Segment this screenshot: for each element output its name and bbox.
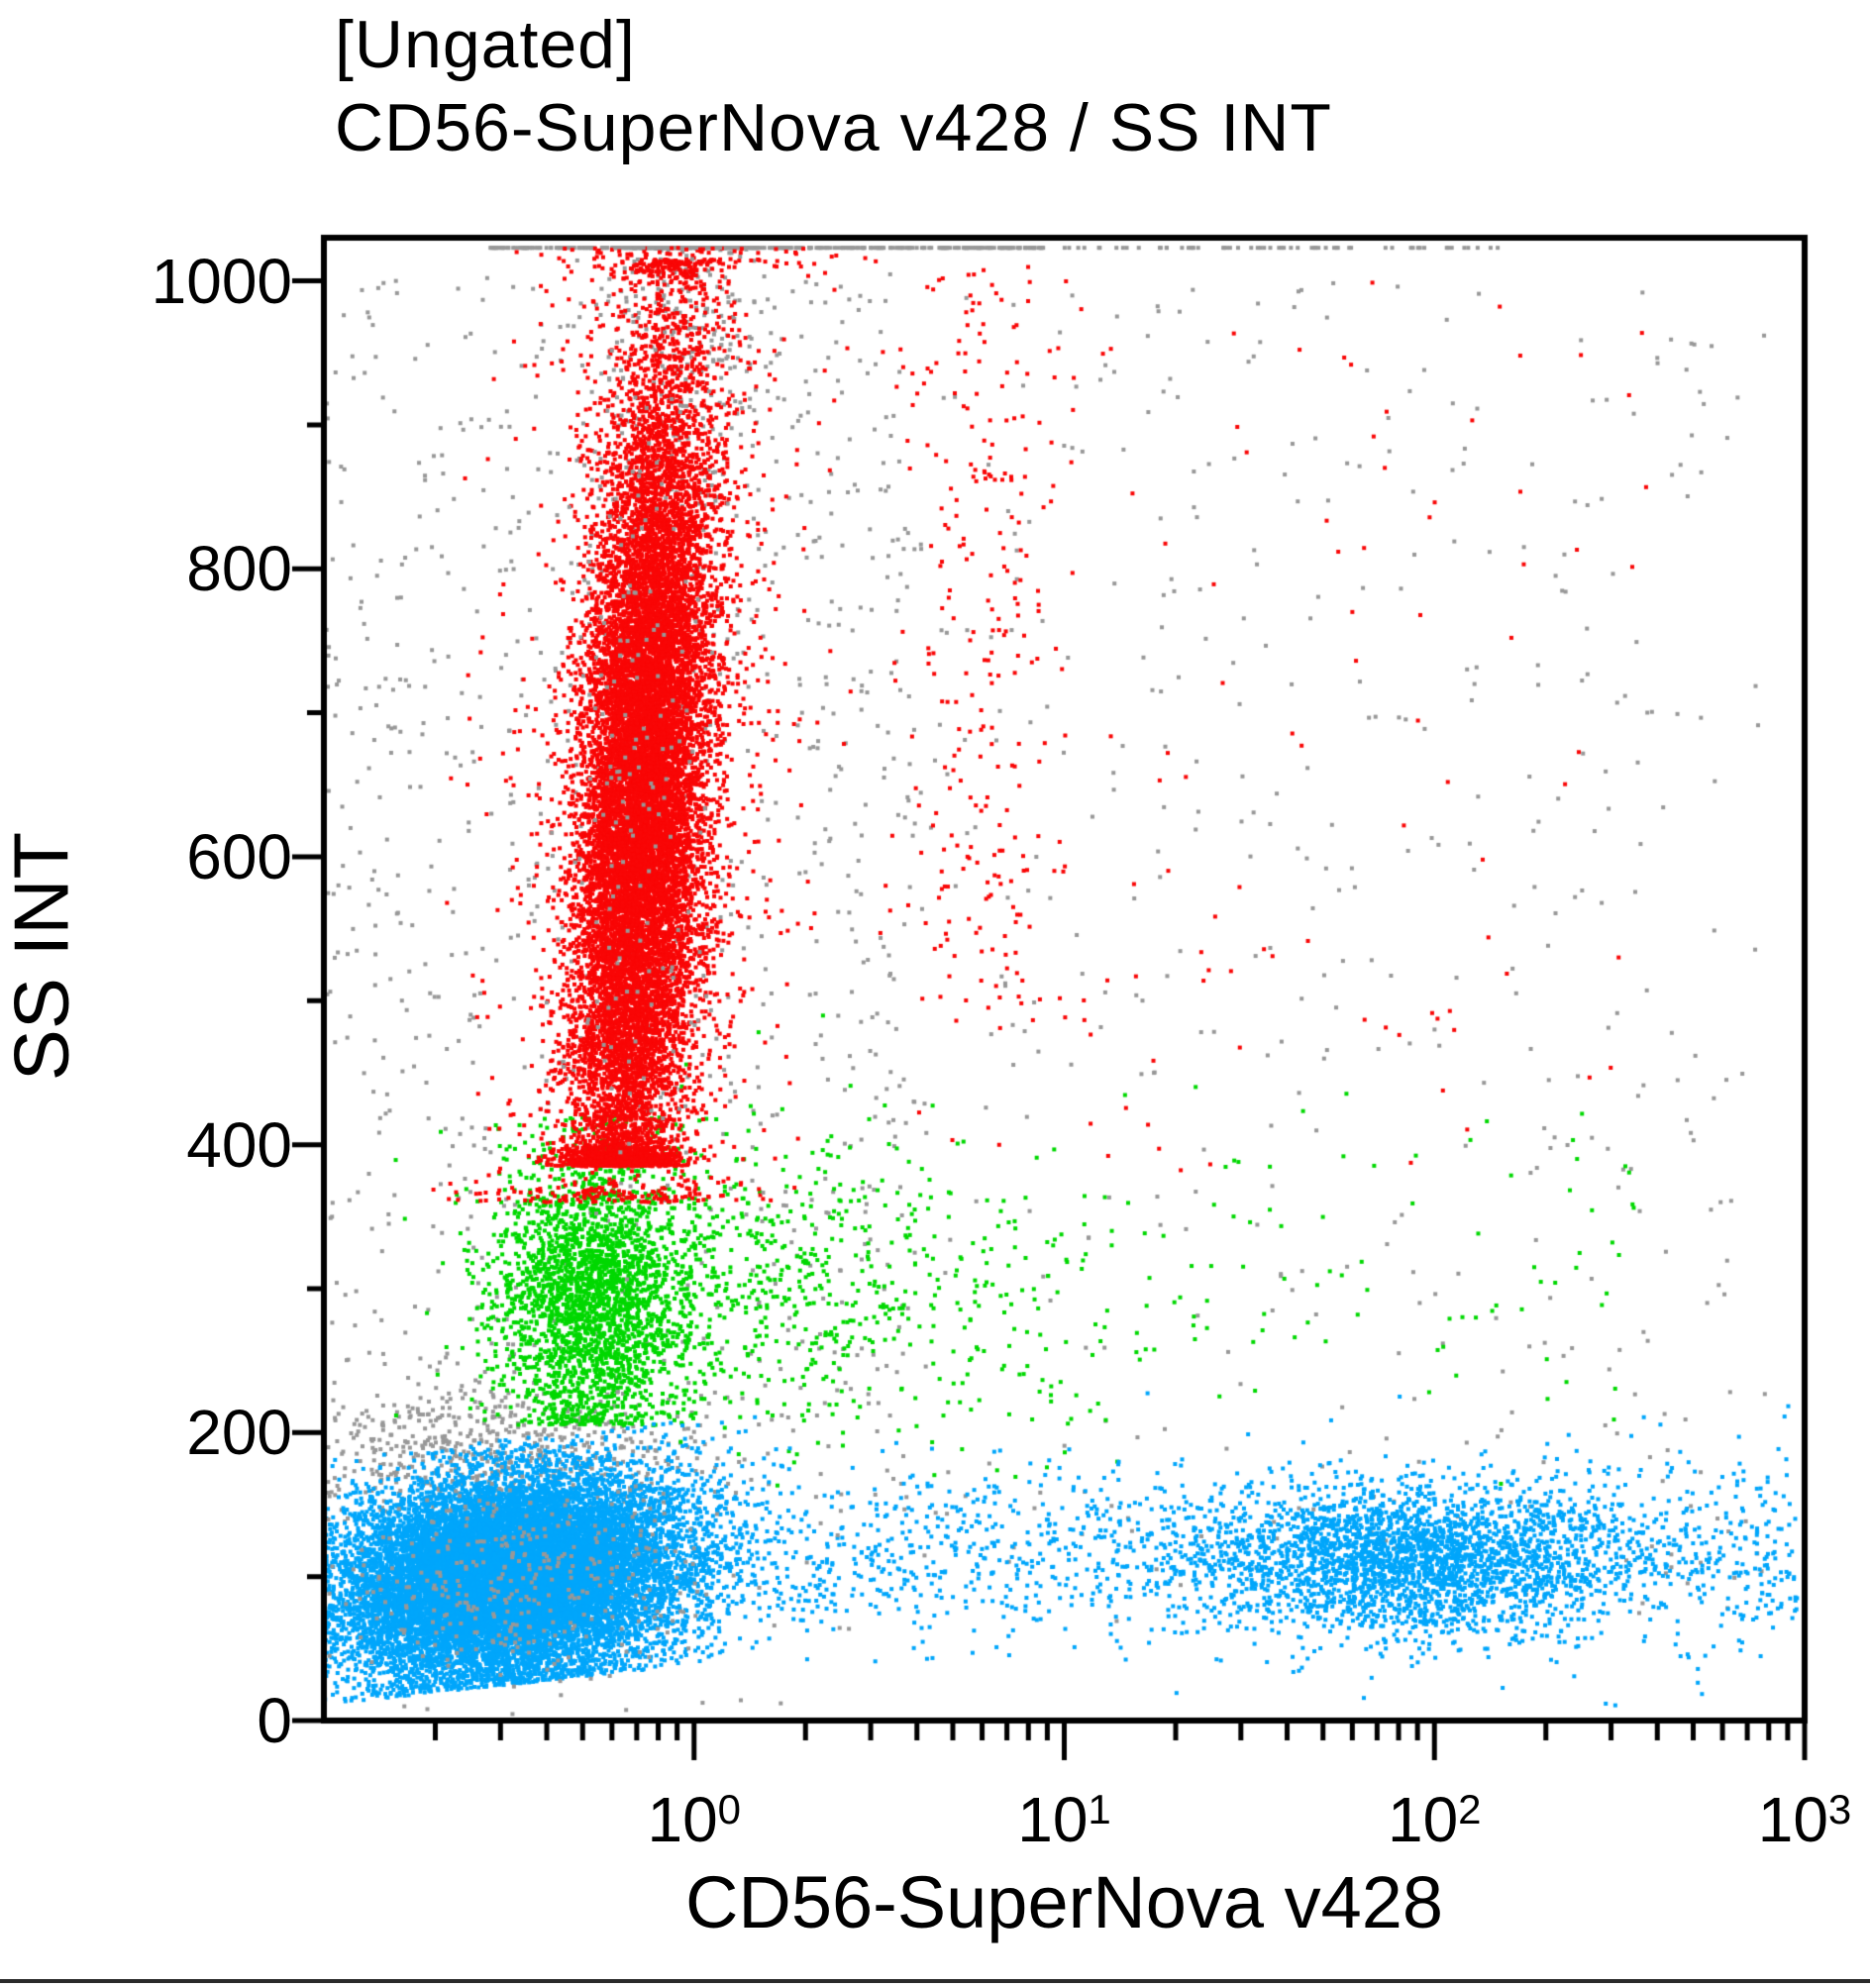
y-tick-label: 1000 (151, 245, 292, 317)
x-tick-label: 100 (647, 1784, 742, 1855)
y-tick-label: 200 (186, 1397, 292, 1469)
x-axis-label: CD56-SuperNova v428 (684, 1861, 1444, 1943)
y-tick-label: 800 (186, 533, 292, 605)
x-tick-label: 101 (1017, 1784, 1111, 1855)
x-tick-label: 103 (1757, 1784, 1852, 1855)
y-tick-label: 0 (257, 1685, 292, 1756)
y-tick-label: 400 (186, 1108, 292, 1181)
y-tick-label: 600 (186, 820, 292, 892)
bottom-divider (0, 1979, 1870, 1983)
x-tick-label: 102 (1387, 1784, 1482, 1855)
